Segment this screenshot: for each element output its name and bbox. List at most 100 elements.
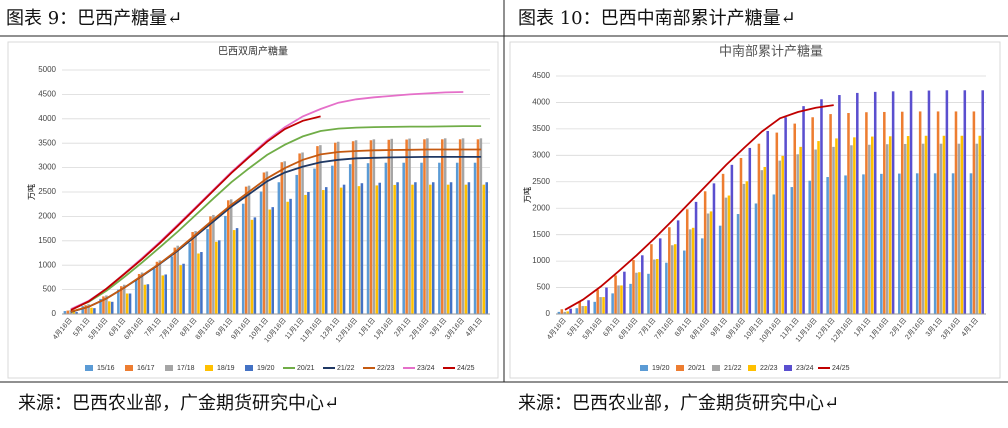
bar: [802, 106, 805, 314]
bar: [694, 201, 698, 314]
bar: [873, 91, 877, 314]
bar: [170, 256, 174, 314]
bar: [888, 136, 892, 314]
bar: [173, 247, 177, 314]
x-tick-label: 5月16日: [87, 316, 110, 341]
bar: [336, 141, 340, 314]
bar: [479, 138, 483, 314]
bar: [176, 245, 179, 314]
bar: [635, 272, 638, 314]
legend-label: 22/23: [760, 365, 778, 372]
chart-frame: [7, 41, 499, 379]
bar: [939, 143, 943, 314]
bar: [357, 186, 361, 314]
bar: [455, 162, 459, 314]
bar: [658, 238, 662, 314]
y-tick-label: 5000: [38, 65, 56, 74]
bar: [742, 183, 746, 314]
bar: [268, 209, 272, 314]
bar: [969, 173, 973, 314]
bar: [620, 285, 623, 314]
line-series: [564, 104, 834, 311]
x-tick-label: 6月16日: [123, 316, 146, 341]
bar: [909, 90, 913, 314]
bar: [110, 301, 114, 314]
bar: [351, 141, 355, 314]
bar: [951, 173, 955, 314]
x-tick-label: 1月16日: [372, 316, 395, 341]
y-tick-label: 2500: [532, 177, 550, 186]
bar: [569, 308, 572, 314]
bar: [960, 135, 964, 314]
bar: [108, 301, 111, 314]
bar: [247, 185, 251, 314]
bar: [102, 296, 105, 314]
bar: [865, 112, 868, 315]
bar: [467, 182, 471, 314]
bar: [665, 262, 668, 314]
bar: [808, 180, 811, 314]
bar: [387, 139, 391, 314]
x-tick-label: 3月16日: [444, 316, 467, 341]
bar: [796, 154, 799, 314]
bar: [229, 199, 233, 314]
bar: [485, 182, 488, 314]
bar: [464, 184, 468, 314]
bar: [978, 135, 982, 314]
bar: [137, 273, 141, 314]
bar: [790, 187, 794, 314]
bar: [390, 138, 393, 314]
y-tick-label: 1500: [532, 230, 550, 239]
x-tick-label: 3月16日: [939, 316, 962, 341]
bar: [981, 90, 984, 314]
bar: [443, 138, 447, 314]
bar: [414, 182, 417, 314]
bar: [936, 111, 940, 315]
bar: [772, 194, 776, 314]
bar: [125, 293, 129, 314]
bar: [232, 230, 236, 314]
y-tick-label: 2000: [38, 212, 56, 221]
bar: [319, 145, 322, 314]
bar: [66, 310, 70, 314]
header-title: 图表 10：巴西中南部累计产糖量↵: [518, 8, 796, 29]
bar: [446, 184, 450, 314]
bar: [476, 139, 480, 314]
bar: [265, 171, 269, 314]
bar: [212, 214, 215, 314]
legend-label: 18/19: [217, 365, 235, 372]
bar: [182, 263, 185, 314]
y-tick-label: 4000: [532, 98, 550, 107]
bar: [473, 162, 477, 314]
bar: [324, 187, 328, 314]
bar: [691, 227, 695, 314]
bar: [566, 311, 569, 314]
bar: [369, 140, 373, 314]
bar: [745, 181, 749, 314]
legend-label: 16/17: [137, 365, 155, 372]
bar: [927, 90, 931, 315]
bar: [152, 268, 156, 314]
bar: [736, 214, 740, 314]
bar: [396, 182, 399, 314]
x-tick-label: 7月16日: [653, 316, 676, 341]
bar: [593, 301, 596, 314]
bar: [799, 146, 802, 314]
bar: [241, 203, 245, 314]
bar: [215, 241, 218, 314]
bar: [638, 272, 641, 314]
bar: [599, 297, 602, 314]
y-tick-label: 4000: [38, 114, 56, 123]
source-note: 来源：巴西农业部，广金期货研究中心↵: [18, 393, 339, 414]
bar: [832, 146, 835, 314]
bar: [578, 301, 582, 314]
line-series: [70, 125, 482, 311]
line-series: [70, 156, 482, 313]
bar: [871, 136, 874, 314]
bar: [629, 283, 632, 314]
bar: [301, 152, 304, 314]
bar: [298, 153, 301, 314]
y-axis-label: 万吨: [26, 184, 36, 200]
bar: [280, 162, 284, 314]
y-tick-label: 2500: [38, 187, 56, 196]
